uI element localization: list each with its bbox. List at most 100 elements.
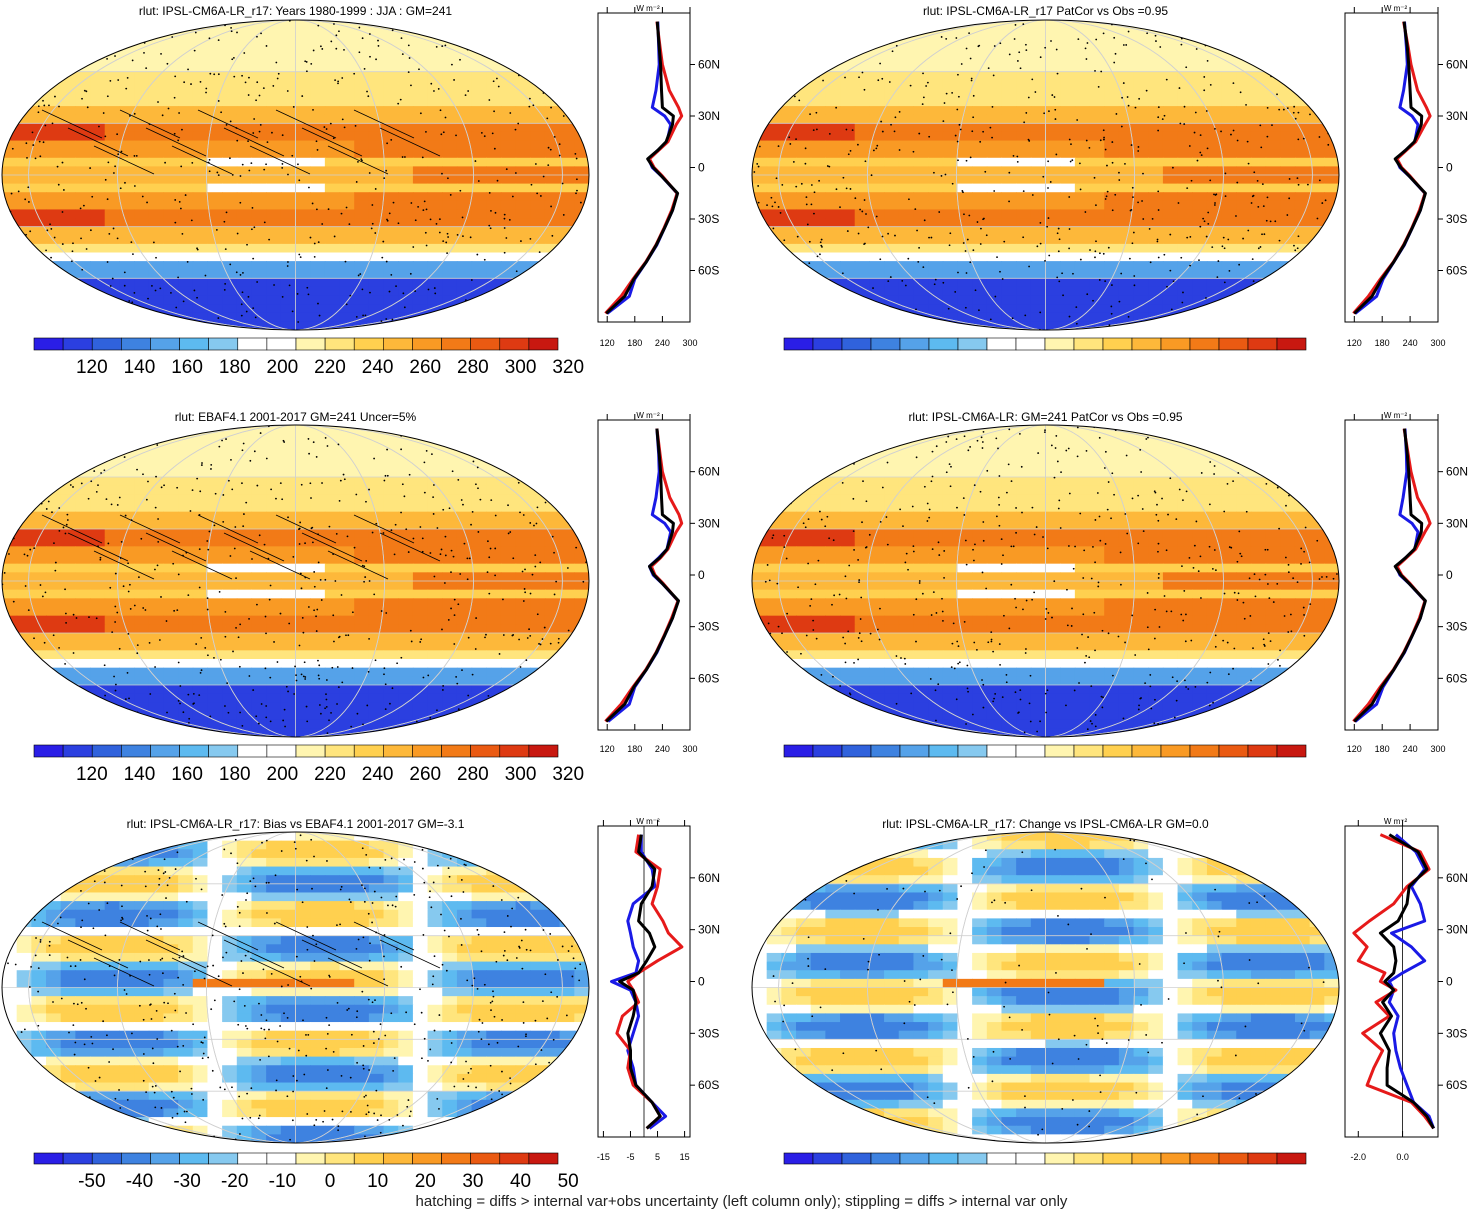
x-tick-label: 180 — [1375, 744, 1390, 754]
zonal-profile: W m⁻² -2.0 0.0 60N 30N 0 30S 60S — [1344, 817, 1468, 1162]
map-field — [752, 425, 1339, 737]
colorbar-swatch — [208, 744, 239, 758]
colorbar-swatch — [179, 744, 209, 758]
colorbar-swatch — [1189, 1152, 1220, 1165]
colorbar-swatch — [899, 744, 930, 758]
colorbar-label: 30 — [462, 1171, 483, 1192]
colorbar-swatch — [1102, 744, 1133, 758]
colorbar-swatch — [1073, 337, 1104, 351]
y-tick-label: 60N — [1446, 871, 1468, 885]
map-title: rlut: IPSL-CM6A-LR_r17: Years 1980-1999 … — [139, 4, 452, 18]
colorbar-label: 280 — [457, 764, 489, 785]
colorbar-label: 300 — [505, 764, 537, 785]
colorbar-label: 140 — [124, 764, 156, 785]
x-tick-label: 120 — [600, 338, 615, 348]
profile-line-blue — [607, 428, 680, 723]
colorbar-swatch — [1160, 337, 1191, 351]
colorbar-swatch — [783, 744, 814, 758]
colorbar-swatch — [528, 1152, 559, 1165]
colorbar-swatch — [1131, 744, 1162, 758]
colorbar-swatch — [899, 337, 930, 351]
colorbar-swatch — [499, 337, 530, 351]
map-border — [1, 831, 590, 1144]
colorbar-swatch — [1102, 1152, 1133, 1165]
x-tick-label: 300 — [682, 744, 697, 754]
map-field — [752, 832, 1339, 1143]
map-title: rlut: IPSL-CM6A-LR_r17: Change vs IPSL-C… — [882, 817, 1209, 831]
colorbar-swatch — [470, 337, 501, 351]
colorbar-label: 320 — [552, 764, 584, 785]
x-tick-label: -15 — [597, 1152, 610, 1162]
map-title: rlut: IPSL-CM6A-LR: GM=241 PatCor vs Obs… — [908, 410, 1182, 424]
colorbar-swatch — [1218, 744, 1249, 758]
colorbar-label: -10 — [269, 1171, 296, 1192]
y-tick-label: 60S — [698, 264, 719, 278]
map-border — [1, 19, 590, 331]
colorbar-swatch — [383, 1152, 413, 1165]
colorbar-label: -30 — [173, 1171, 200, 1192]
profile-line-black — [1378, 833, 1435, 1130]
y-tick-label: 60N — [1446, 465, 1468, 479]
colorbar-swatch — [528, 744, 559, 758]
colorbar-swatch — [1073, 1152, 1104, 1165]
y-tick-label: 30N — [698, 516, 720, 530]
colorbar-swatch — [179, 1152, 209, 1165]
colorbar-swatch — [1102, 337, 1133, 351]
colorbar-label: 200 — [267, 764, 299, 785]
colorbar-swatch — [441, 1152, 471, 1165]
y-tick-label: 60N — [1446, 58, 1468, 72]
colorbar-swatch — [1015, 744, 1046, 758]
colorbar-swatch — [928, 744, 959, 758]
x-tick-label: 180 — [627, 744, 642, 754]
colorbar-swatch — [353, 1152, 384, 1165]
profile-line-black — [605, 428, 680, 723]
colorbar-swatch — [1276, 744, 1307, 758]
colorbar-swatch — [1160, 744, 1191, 758]
colorbar-swatch — [150, 1152, 180, 1165]
colorbar-swatch — [1044, 1152, 1075, 1165]
x-tick-label: 120 — [600, 744, 615, 754]
colorbar-swatch — [1073, 744, 1104, 758]
map-title: rlut: EBAF4.1 2001-2017 GM=241 Uncer=5% — [175, 410, 417, 424]
colorbar-swatch — [295, 1152, 326, 1165]
profile-line-black — [1353, 21, 1427, 315]
map-title: rlut: IPSL-CM6A-LR_r17: Bias vs EBAF4.1 … — [127, 817, 465, 831]
colorbar-swatch — [841, 744, 872, 758]
colorbar-label: 140 — [124, 357, 156, 378]
colorbar-label: 180 — [219, 764, 251, 785]
colorbar-swatch — [812, 744, 843, 758]
colorbar-label: 220 — [314, 357, 346, 378]
colorbar-swatch — [208, 1152, 239, 1165]
colorbar-swatch — [383, 744, 413, 758]
colorbar-swatch — [957, 1152, 988, 1165]
y-tick-label: 60S — [1446, 1078, 1467, 1092]
colorbar-swatch — [841, 337, 872, 351]
colorbar-swatch — [324, 744, 355, 758]
colorbar-label: 120 — [76, 357, 108, 378]
colorbar-label: 320 — [552, 357, 584, 378]
colorbar-label: 160 — [171, 357, 203, 378]
colorbar-swatch — [783, 1152, 814, 1165]
y-tick-label: 30S — [698, 1026, 719, 1040]
colorbar-swatch — [266, 1152, 297, 1165]
profile-unit: W m⁻² — [1384, 817, 1408, 826]
colorbar-swatch — [1247, 1152, 1278, 1165]
colorbar-swatch — [986, 337, 1017, 351]
profile-unit: W m⁻² — [636, 817, 660, 826]
x-tick-label: 120 — [1347, 744, 1362, 754]
profile-line-red — [1352, 833, 1435, 1130]
colorbar-swatch — [121, 744, 151, 758]
colorbar-swatch — [62, 744, 93, 758]
y-tick-label: 30N — [1446, 923, 1468, 937]
colorbar-swatch — [870, 337, 901, 351]
y-tick-label: 30S — [698, 620, 719, 634]
colorbar-swatch — [324, 337, 355, 351]
y-tick-label: 30N — [698, 109, 720, 123]
map-field — [752, 20, 1339, 330]
figure-footnote: hatching = diffs > internal var+obs unce… — [415, 1193, 1068, 1210]
colorbar-swatch — [783, 337, 814, 351]
colorbar-swatch — [353, 337, 384, 351]
colorbar-swatch — [33, 337, 64, 351]
